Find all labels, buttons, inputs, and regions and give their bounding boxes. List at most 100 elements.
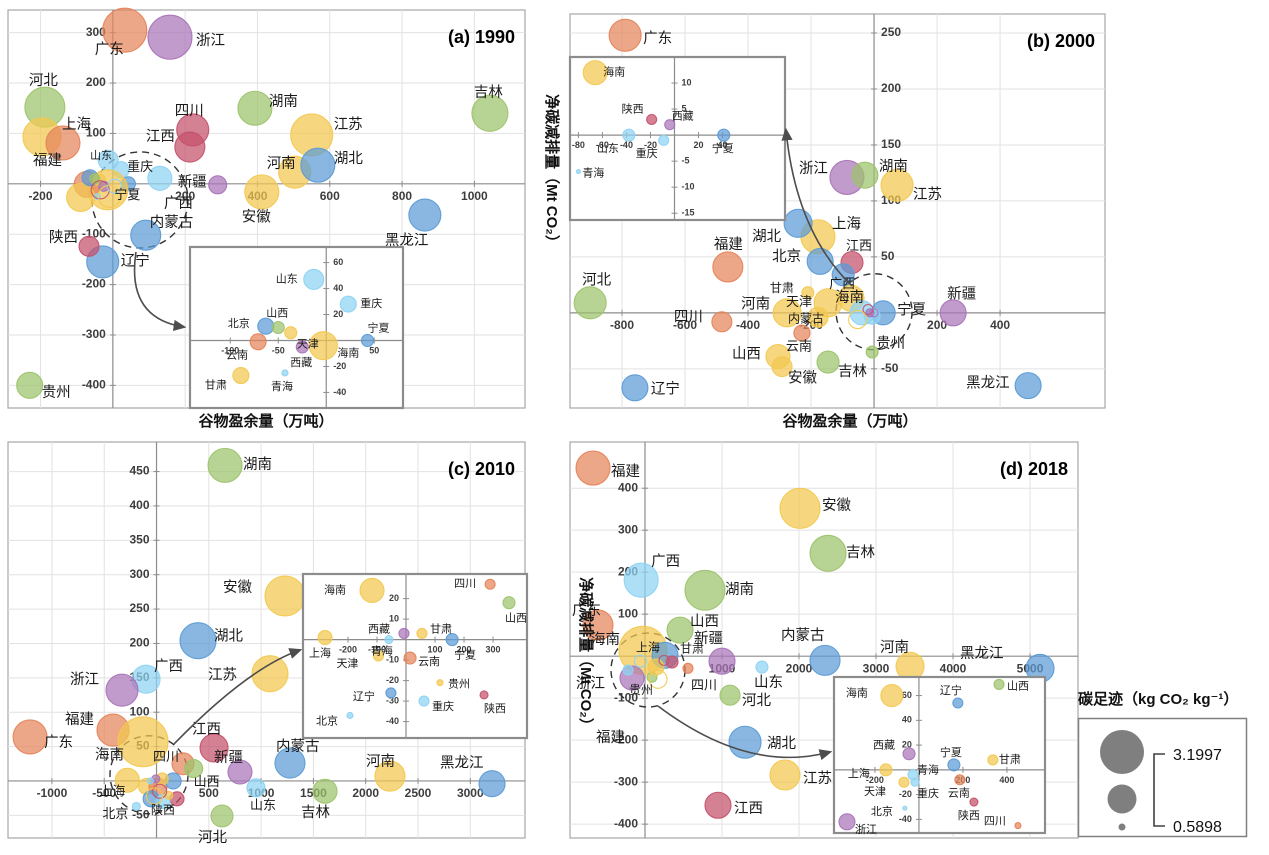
- label-河北: 河北: [582, 272, 611, 289]
- label-陕西: 陕西: [958, 808, 980, 822]
- bubble-新疆: [208, 175, 228, 195]
- bubble-西藏: [902, 747, 916, 761]
- label-湖北: 湖北: [752, 228, 781, 245]
- label-山东: 山东: [276, 272, 298, 285]
- tick-label-x: 400: [999, 775, 1014, 785]
- bubble-甘肃: [416, 627, 428, 640]
- bubbles-group: [575, 60, 731, 175]
- label-青海: 青海: [271, 379, 293, 393]
- x-axis-label-right: 谷物盈余量（万吨）: [782, 412, 917, 430]
- label-山东: 山东: [90, 149, 112, 162]
- bubble-山西: [502, 596, 516, 610]
- label-甘肃: 甘肃: [205, 378, 227, 391]
- label-河南: 河南: [366, 753, 395, 770]
- label-山东: 山东: [250, 797, 276, 812]
- tick-label-y: 250: [881, 25, 901, 39]
- bubble-cl6: [647, 658, 665, 676]
- bubble-浙江: [838, 813, 856, 831]
- tick-label-x: -500: [92, 786, 116, 800]
- tick-label-x: 4000: [940, 661, 967, 675]
- bubble-陕西: [78, 235, 100, 257]
- magnifier-circle: [835, 273, 913, 351]
- bubble-湖北: [179, 622, 217, 660]
- label-山西: 山西: [266, 306, 288, 319]
- label-湖南: 湖南: [243, 456, 272, 473]
- tick-label-x: -80: [572, 140, 585, 150]
- label-重庆: 重庆: [360, 296, 382, 310]
- label-黑龙江: 黑龙江: [440, 755, 484, 772]
- bubble-宁夏: [445, 633, 459, 647]
- tick-label-y: -40: [386, 716, 399, 726]
- bubble-河北: [573, 286, 607, 320]
- label-天津: 天津: [786, 294, 812, 309]
- bubble-贵州: [436, 679, 444, 687]
- bubble-湖南: [851, 161, 879, 189]
- label-吉林: 吉林: [838, 363, 867, 380]
- label-海南: 海南: [95, 747, 124, 764]
- label-山西: 山西: [194, 774, 220, 789]
- tick-label-y: 100: [86, 126, 106, 140]
- bubble-甘肃: [987, 754, 999, 766]
- bubble-内蒙古: [130, 219, 162, 251]
- bubble-天津: [898, 776, 910, 788]
- bubbles-group: [232, 268, 375, 385]
- tick-label-y: 10: [389, 613, 399, 623]
- bubble-青海: [575, 169, 581, 175]
- bubble-江苏: [251, 655, 289, 693]
- x-axis-label-left: 谷物盈余量（万吨）: [198, 412, 333, 430]
- bubble-宁夏: [717, 128, 731, 142]
- bubble-内蒙古: [809, 644, 841, 676]
- label-西藏: 西藏: [672, 110, 694, 123]
- bubble-北京: [257, 317, 275, 335]
- tick-label-y: 20: [389, 593, 399, 603]
- tick-label-y: -20: [333, 361, 346, 371]
- tick-label-x: 600: [320, 189, 340, 203]
- label-上海: 上海: [309, 645, 331, 659]
- tick-label-x: -200: [29, 189, 53, 203]
- bubble-辽宁: [621, 374, 649, 402]
- bubbles-group: [16, 7, 509, 399]
- label-广东: 广东: [643, 30, 672, 47]
- bubble-甘肃: [66, 182, 96, 212]
- label-广西: 广西: [651, 553, 680, 570]
- tick-label-x: 1000: [461, 189, 488, 203]
- bubble-甘肃: [232, 366, 250, 385]
- bubble-青海: [384, 635, 394, 645]
- bubble-江西: [199, 733, 229, 763]
- bubble-山东: [246, 778, 266, 798]
- label-宁夏: 宁夏: [712, 141, 734, 155]
- label-宁夏: 宁夏: [897, 302, 926, 319]
- ring-ring2: [848, 310, 868, 330]
- bubble-海南: [582, 60, 608, 86]
- tick-label-y: -20: [386, 675, 399, 685]
- label-广西: 广西: [829, 276, 855, 291]
- label-山西: 山西: [732, 345, 761, 362]
- label-重庆: 重庆: [127, 159, 153, 174]
- label-贵州: 贵州: [629, 683, 653, 697]
- tick-label-x: 400: [990, 318, 1010, 332]
- label-海南: 海南: [846, 685, 868, 699]
- label-贵州: 贵州: [876, 335, 905, 352]
- label-青海: 青海: [371, 644, 393, 658]
- tick-label-y: -5: [681, 156, 689, 166]
- bubble-内蒙古: [274, 747, 306, 779]
- plot-area: [188, 245, 405, 410]
- bubble-吉林: [816, 350, 840, 374]
- tick-label-x: 2500: [405, 786, 432, 800]
- label-安徽: 安徽: [223, 579, 252, 596]
- bubbles-group: [12, 447, 506, 828]
- bubble-浙江: [105, 673, 139, 707]
- label-湖南: 湖南: [725, 581, 754, 598]
- bubble-广东: [582, 609, 614, 641]
- label-陕西: 陕西: [151, 802, 175, 817]
- label-甘肃: 甘肃: [430, 622, 452, 635]
- bubble-宁夏: [947, 758, 961, 772]
- tick-label-x: -100: [368, 645, 386, 655]
- label-浙江: 浙江: [855, 823, 877, 836]
- ring-ring1: [862, 303, 874, 316]
- bubble-云南: [403, 651, 417, 665]
